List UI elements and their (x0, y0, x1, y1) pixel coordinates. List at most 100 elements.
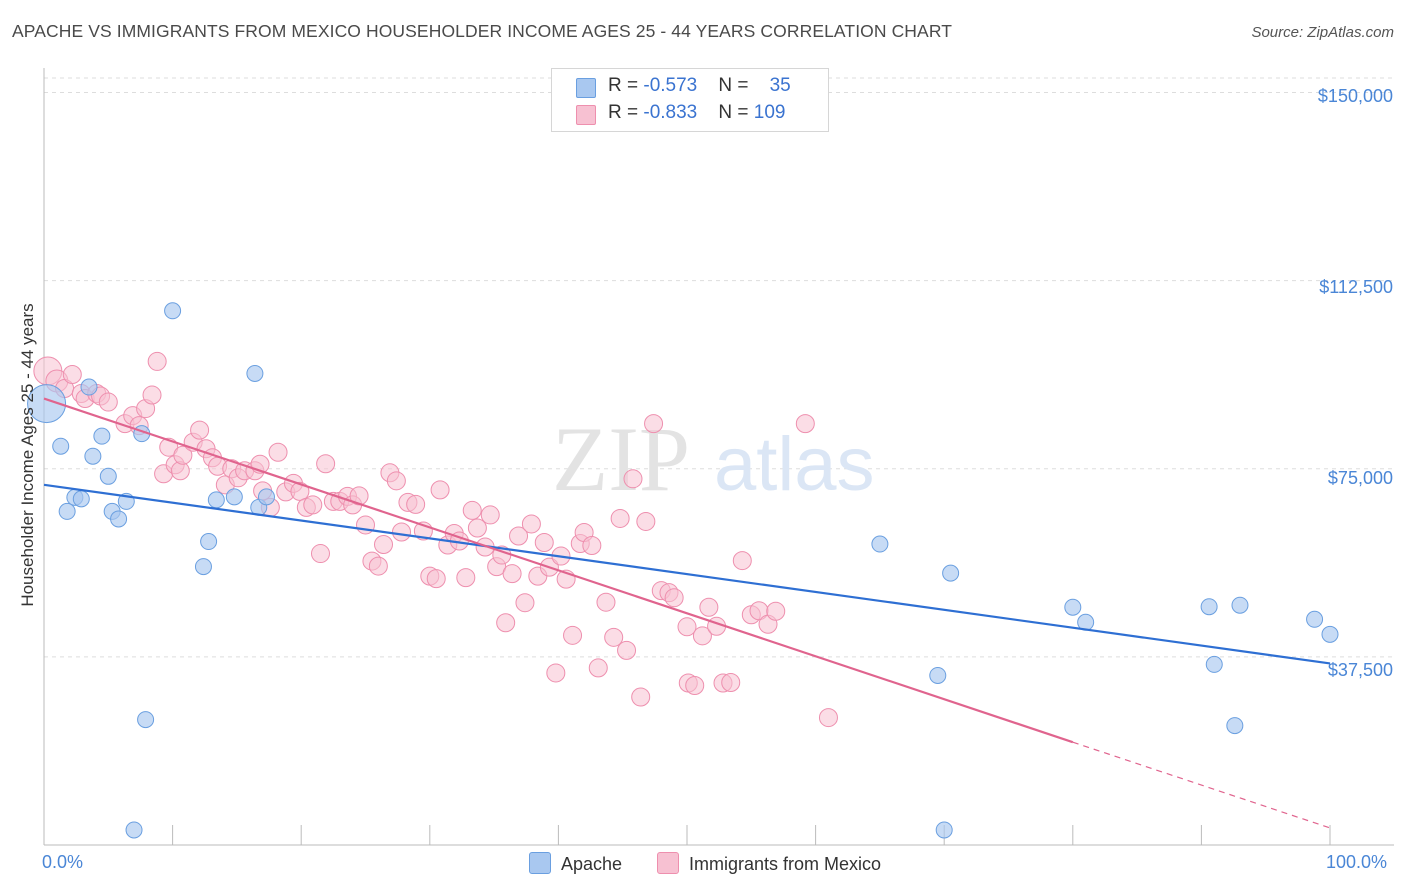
apache-point (125, 821, 143, 839)
apache-point (871, 535, 889, 553)
apache-point (93, 427, 111, 445)
n-label: N = (718, 75, 754, 96)
apache-point (1306, 610, 1324, 628)
y-tick-label: $75,000 (1327, 468, 1393, 488)
mexico-swatch (576, 105, 596, 125)
apache-point (72, 490, 90, 508)
apache-point (207, 491, 225, 509)
mexico-point (623, 469, 643, 489)
mexico-point (515, 593, 535, 613)
y-axis-label: Householder Income Ages 25 - 44 years (18, 303, 37, 607)
r-value: -0.573 (643, 75, 698, 96)
mexico-point (617, 640, 637, 660)
apache-swatch (529, 852, 551, 874)
legend-item-mexico[interactable]: Immigrants from Mexico (657, 852, 881, 875)
mexico-point (677, 617, 697, 637)
apache-point (110, 510, 128, 528)
apache-point (52, 437, 70, 455)
mexico-point (142, 385, 162, 405)
mexico-point (582, 536, 602, 556)
apache-point (1200, 598, 1218, 616)
apache-point (225, 488, 243, 506)
source-credit: Source: ZipAtlas.com (1251, 24, 1394, 41)
mexico-point (98, 392, 118, 412)
correlation-legend: R = -0.573 N = 35 R = -0.833 N = 109 (551, 68, 829, 132)
mexico-point (480, 505, 500, 525)
axes (43, 68, 1394, 846)
n-value: 35 (769, 75, 791, 96)
apache-point (935, 821, 953, 839)
n-value: 109 (753, 102, 786, 123)
mexico-point (368, 556, 388, 576)
mexico-point (546, 663, 566, 683)
mexico-point (685, 675, 705, 695)
watermark: ZIP atlas (552, 408, 875, 510)
mexico-point (692, 626, 712, 646)
n-label: N = (718, 102, 754, 123)
mexico-point (426, 569, 446, 589)
r-value: -0.833 (643, 102, 698, 123)
x-tick-label: 100.0% (1326, 852, 1388, 872)
apache-point (80, 378, 98, 396)
chart-title: APACHE VS IMMIGRANTS FROM MEXICO HOUSEHO… (12, 21, 953, 41)
mexico-point (462, 500, 482, 520)
trend-lines (43, 397, 1331, 829)
mexico-point (631, 687, 651, 707)
mexico-point (310, 544, 330, 564)
mexico-point (509, 526, 529, 546)
apache-point (84, 447, 102, 465)
apache-point (99, 467, 117, 485)
watermark-zip: ZIP (552, 408, 690, 510)
apache-point (246, 364, 264, 382)
mexico-point (456, 568, 476, 588)
mexico-point (521, 514, 541, 534)
apache-point (27, 384, 67, 424)
mexico-point (732, 551, 752, 571)
r-label: R = (608, 102, 644, 123)
mexico-point (636, 511, 656, 531)
mexico-point (290, 481, 310, 501)
apache-swatch (576, 78, 596, 98)
mexico-point (502, 564, 522, 584)
apache-point (137, 711, 155, 729)
mexico-point (534, 533, 554, 553)
grid-lines (44, 77, 1394, 658)
legend-label-apache: Apache (561, 854, 623, 874)
mexico-point (818, 708, 838, 728)
apache-point (1226, 717, 1244, 735)
apache-trend-line (43, 483, 1331, 665)
watermark-atlas: atlas (714, 422, 875, 507)
apache-point (1205, 655, 1223, 673)
mexico-point (721, 672, 741, 692)
mexico-point (173, 445, 193, 465)
apache-point (929, 666, 947, 684)
apache-point (164, 302, 182, 320)
apache-point (942, 564, 960, 582)
mexico-point (664, 588, 684, 608)
mexico-point (147, 351, 167, 371)
mexico-point (496, 613, 516, 633)
apache-point (200, 533, 218, 551)
y-tick-label: $37,500 (1327, 660, 1393, 680)
mexico-point (610, 508, 630, 528)
mexico-point (596, 592, 616, 612)
apache-point (1231, 596, 1249, 614)
mexico-point (766, 601, 786, 621)
mexico-point (644, 414, 664, 434)
legend-item-apache[interactable]: Apache (529, 852, 622, 875)
mexico-trend-extension (1072, 741, 1331, 829)
y-tick-label: $112,500 (1319, 277, 1393, 297)
apache-point (1064, 598, 1082, 616)
apache-point (58, 502, 76, 520)
r-label: R = (608, 75, 644, 96)
mexico-point (467, 518, 487, 538)
mexico-point (406, 494, 426, 514)
mexico-point (316, 454, 336, 474)
x-tick-label: 0.0% (42, 852, 84, 872)
mexico-point (563, 625, 583, 645)
mexico-point (374, 535, 394, 555)
mexico-point (303, 495, 323, 515)
mexico-point (392, 522, 412, 542)
mexico-point (62, 364, 82, 384)
